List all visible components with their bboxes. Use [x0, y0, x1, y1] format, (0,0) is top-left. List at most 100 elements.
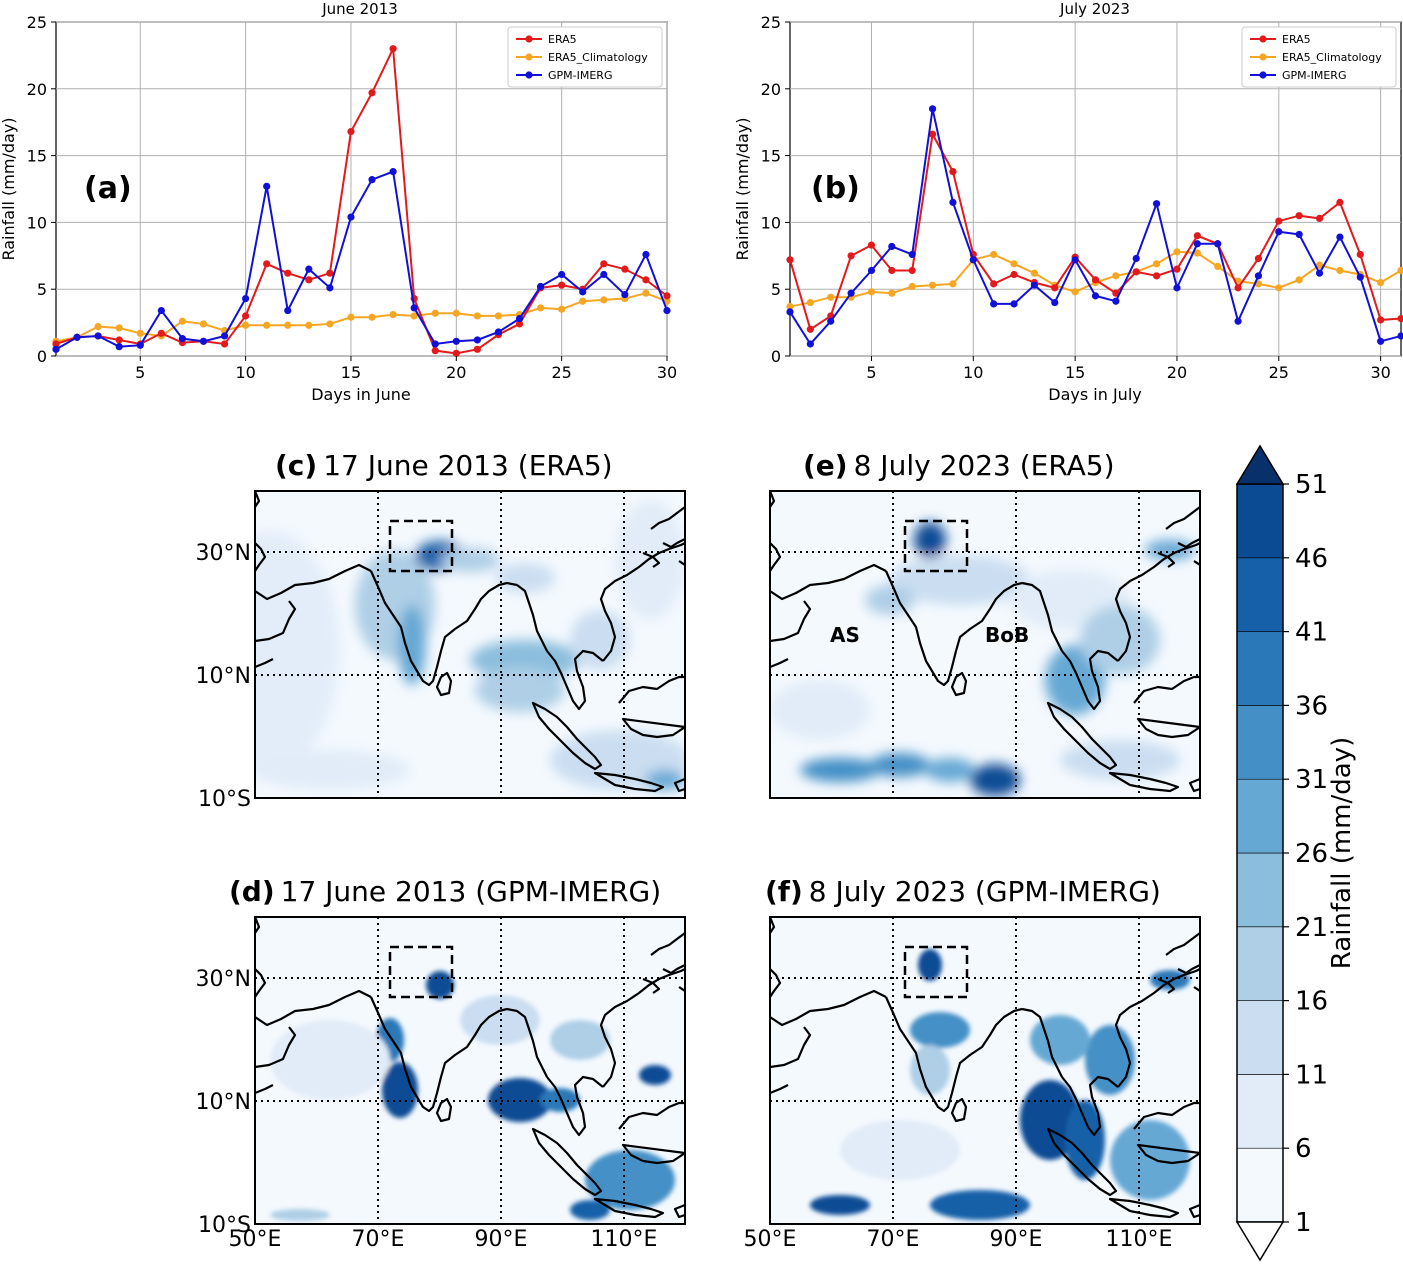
b-y-tick-label: 5 — [771, 280, 781, 299]
a-x-tick-label: 5 — [135, 363, 145, 382]
b-point-gpm-imerg — [1173, 284, 1181, 292]
b-point-gpm-imerg — [969, 256, 977, 264]
b-point-era5-climatology — [908, 282, 916, 291]
a-point-gpm-imerg — [494, 328, 503, 336]
a-point-era5 — [157, 329, 165, 337]
a-point-era5 — [326, 269, 334, 277]
b-point-gpm-imerg — [1153, 200, 1161, 208]
b-point-gpm-imerg — [1397, 332, 1403, 340]
b-point-era5 — [1336, 198, 1344, 206]
a-point-gpm-imerg — [536, 282, 545, 291]
colorbar-tick-label: 1 — [1295, 1208, 1312, 1238]
a-point-gpm-imerg — [368, 176, 376, 184]
a-point-era5-climatology — [473, 312, 481, 320]
colorbar-block — [1236, 483, 1284, 559]
colorbar-block — [1236, 1074, 1284, 1149]
b-legend-marker — [1259, 53, 1267, 61]
map-c-title: 17 June 2013 (ERA5) — [323, 449, 612, 482]
map-f-lon-tick: 50°E — [744, 1227, 797, 1252]
a-point-gpm-imerg — [242, 294, 250, 303]
b-point-era5 — [1132, 268, 1140, 276]
b-point-era5-climatology — [1112, 272, 1120, 280]
a-point-gpm-imerg — [73, 333, 81, 341]
b-point-era5-climatology — [1377, 278, 1385, 287]
a-point-gpm-imerg — [473, 336, 481, 344]
b-point-gpm-imerg — [1051, 298, 1059, 307]
b-point-gpm-imerg — [847, 289, 855, 297]
map-e-rainfall-field — [770, 522, 1195, 796]
a-point-era5-climatology — [452, 309, 460, 317]
map-panel-f: (f) 8 July 2023 (GPM-IMERG) 50°E — [744, 875, 1201, 1252]
b-point-gpm-imerg — [1010, 300, 1018, 308]
panel-a-series — [52, 44, 671, 357]
a-x-tick-label: 20 — [446, 363, 466, 382]
a-point-era5 — [621, 265, 629, 273]
a-point-era5-climatology — [536, 304, 545, 312]
b-point-era5 — [1295, 212, 1303, 220]
map-f-lon-tick: 110°E — [1106, 1227, 1173, 1252]
b-point-era5-climatology — [888, 289, 896, 297]
map-d-lat-tick: 10°N — [196, 1090, 251, 1115]
svg-text:(c)17 June 2013 (ERA5): (c) 17 June 2013 (ERA5) — [275, 449, 613, 482]
map-d-lon-tick: 110°E — [591, 1227, 658, 1252]
a-point-gpm-imerg — [389, 168, 397, 176]
a-legend-label: GPM-IMERG — [548, 69, 612, 82]
map-f-lon-tick: 90°E — [990, 1227, 1043, 1252]
map-c-rainfall-field — [255, 500, 685, 790]
panel-a-ylabel: Rainfall (mm/day) — [0, 117, 18, 260]
b-point-gpm-imerg — [786, 308, 794, 316]
b-point-era5 — [1397, 314, 1403, 323]
panel-b-xlabel: Days in July — [1048, 385, 1141, 404]
colorbar-tick-label: 51 — [1295, 470, 1328, 500]
b-point-era5 — [786, 256, 794, 264]
b-point-era5 — [1377, 316, 1385, 324]
b-point-era5 — [1315, 214, 1324, 222]
panel-a-label: (a) — [84, 171, 132, 206]
b-point-era5-climatology — [786, 302, 794, 311]
map-d-lon-tick: 50°E — [229, 1227, 282, 1252]
map-d-title: 17 June 2013 (GPM-IMERG) — [281, 875, 662, 908]
b-point-era5-climatology — [1153, 260, 1161, 268]
b-y-tick-label: 25 — [761, 13, 781, 32]
a-point-era5 — [663, 292, 671, 300]
b-point-gpm-imerg — [1071, 256, 1079, 264]
a-point-era5 — [220, 340, 229, 348]
a-point-gpm-imerg — [600, 270, 608, 279]
b-y-tick-label: 20 — [761, 80, 781, 99]
map-c-lat-tick: 10°S — [198, 787, 251, 812]
colorbar-tick-label: 41 — [1295, 618, 1328, 648]
a-point-era5 — [242, 312, 250, 320]
map-d-lat-tick: 10°S — [198, 1213, 251, 1238]
panel-b-series — [786, 105, 1403, 348]
colorbar-tick-label: 21 — [1295, 913, 1328, 943]
b-point-era5 — [1091, 276, 1100, 284]
b-y-tick-label: 10 — [761, 213, 781, 232]
colorbar-tick-label: 31 — [1295, 765, 1328, 795]
a-point-gpm-imerg — [347, 213, 355, 221]
svg-text:(f)8 July 2023 (GPM-IMERG): (f) 8 July 2023 (GPM-IMERG) — [765, 875, 1161, 908]
a-point-gpm-imerg — [305, 265, 313, 273]
map-f-label: (f) — [765, 875, 803, 908]
a-legend-marker — [525, 35, 533, 43]
b-point-gpm-imerg — [1275, 228, 1283, 236]
b-point-gpm-imerg — [1234, 317, 1242, 325]
map-d-rainfall-field — [270, 971, 675, 1221]
a-legend-label: ERA5 — [548, 33, 577, 46]
b-point-era5 — [908, 266, 916, 275]
b-y-tick-label: 15 — [761, 147, 781, 166]
b-point-era5-climatology — [1214, 262, 1222, 271]
a-point-era5-climatology — [94, 323, 102, 331]
b-point-era5-climatology — [1071, 288, 1079, 296]
a-point-era5-climatology — [600, 296, 608, 304]
b-point-era5 — [867, 241, 876, 249]
b-point-gpm-imerg — [928, 105, 937, 113]
b-point-era5-climatology — [949, 280, 957, 288]
colorbar-tick-label: 26 — [1295, 839, 1328, 869]
a-point-gpm-imerg — [410, 304, 418, 312]
panel-a-y-ticks: 0 5 10 15 20 25 — [27, 13, 56, 366]
a-point-era5-climatology — [410, 312, 418, 320]
map-panel-d: (d) 17 June 2013 (GPM-IMERG) 30°N — [196, 875, 686, 1252]
svg-text:(d)17 June 2013 (GPM-IMERG): (d) 17 June 2013 (GPM-IMERG) — [229, 875, 661, 908]
